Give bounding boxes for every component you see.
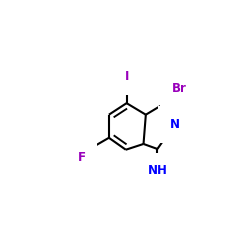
- Text: F: F: [73, 142, 81, 155]
- Text: F: F: [76, 133, 84, 146]
- Text: NH: NH: [148, 164, 167, 177]
- Text: N: N: [170, 118, 180, 131]
- Text: F: F: [78, 150, 86, 164]
- Text: I: I: [124, 70, 129, 83]
- Text: Br: Br: [172, 82, 187, 95]
